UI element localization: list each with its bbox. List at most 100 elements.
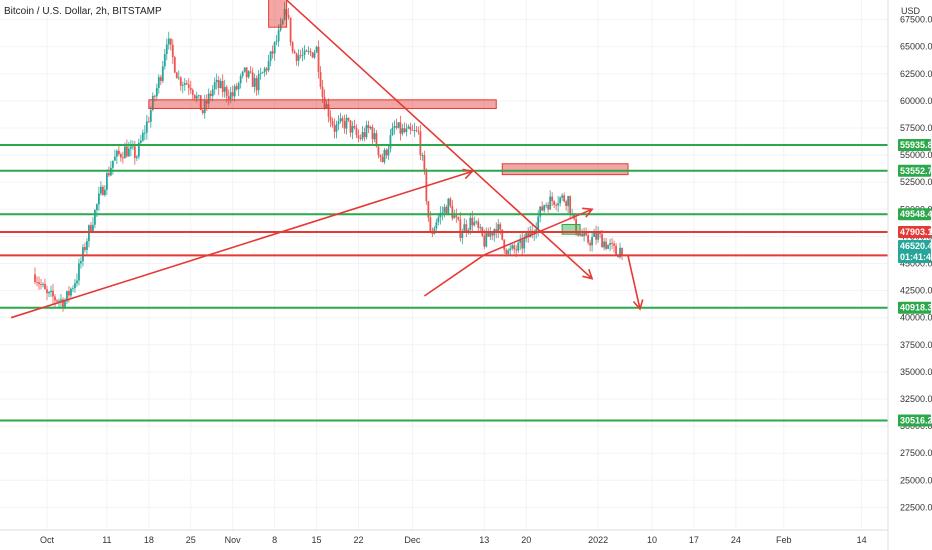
candle-body (76, 280, 78, 284)
x-tick-label: 22 (353, 535, 363, 545)
y-tick-label: 67500.00 (900, 15, 932, 25)
candle-body (603, 241, 605, 248)
candle-body (527, 233, 530, 238)
candle-body (36, 281, 38, 283)
candle-body (251, 72, 254, 87)
candle-body (565, 201, 568, 206)
candle-body (38, 282, 40, 285)
candle-body (453, 215, 456, 219)
candle-body (415, 130, 418, 132)
candle-body (193, 94, 196, 99)
x-tick-label: 17 (689, 535, 699, 545)
y-tick-label: 45000.00 (900, 259, 932, 269)
candle-body (129, 146, 132, 149)
candle-body (177, 77, 180, 79)
candle-body (233, 86, 236, 97)
candle-body (459, 219, 462, 238)
candle-body (249, 71, 252, 73)
candle-body (181, 84, 184, 86)
candle-body (261, 72, 264, 74)
candle-body (305, 50, 308, 52)
candle-body (523, 238, 526, 249)
candle-body (241, 71, 244, 77)
candle-body (165, 44, 168, 54)
candle-body (179, 77, 182, 86)
candle-body (339, 118, 342, 122)
candle-body (447, 198, 450, 214)
candle-body (297, 55, 300, 61)
time-axis[interactable]: Oct 11 18 25 Nov 8 15 22 Dec 13 20 2022 10 17 24 Feb 14 (40, 535, 867, 545)
candle-body (489, 233, 492, 237)
candle-body (225, 87, 228, 97)
candle-body (547, 204, 550, 210)
candle-body (529, 230, 532, 238)
candle-body (68, 291, 70, 296)
y-tick-label: 35000.00 (900, 367, 932, 377)
candle-body (211, 89, 214, 96)
level-price-tag-bg (898, 208, 931, 221)
candle-body (367, 124, 370, 129)
candle-body (413, 130, 416, 132)
candle-body (315, 46, 318, 53)
candle-body (86, 241, 88, 250)
candle-body (185, 83, 188, 85)
candle-body (70, 288, 72, 296)
candle-body (587, 235, 589, 243)
candle-body (66, 291, 68, 302)
candle-body (199, 95, 202, 111)
candle-body (583, 232, 586, 237)
candle-body (611, 243, 613, 244)
level-price-tag-bg (898, 301, 931, 314)
candle-body (451, 205, 454, 219)
candle-body (419, 131, 422, 156)
candle-body (60, 299, 62, 301)
y-tick-label: 40000.00 (900, 313, 932, 323)
candle-body (435, 222, 438, 229)
candle-body (303, 50, 306, 55)
candle-body (543, 205, 546, 211)
candle-body (387, 148, 390, 156)
candle-body (431, 232, 434, 234)
zone-rect (561, 223, 581, 235)
candle-body (223, 87, 226, 92)
trend-line (627, 255, 641, 310)
y-tick-label: 65000.00 (900, 42, 932, 52)
candle-body (125, 146, 128, 157)
y-tick-label: 32500.00 (900, 394, 932, 404)
candle-body (82, 247, 84, 262)
x-tick-label: Oct (40, 535, 55, 545)
candle-body (159, 77, 162, 81)
candle-body (559, 197, 562, 204)
candle-body (123, 146, 126, 159)
candle-body (113, 156, 116, 161)
candle-body (243, 67, 246, 72)
candle-body (345, 117, 348, 129)
current-price-tag: 46520.43 (900, 241, 932, 251)
candle-body (313, 52, 316, 58)
candle-body (323, 96, 326, 109)
candle-body (351, 125, 354, 133)
candle-body (155, 87, 158, 97)
candle-body (417, 130, 420, 132)
y-tick-label: 27500.00 (900, 448, 932, 458)
y-tick-label: 25000.00 (900, 475, 932, 485)
candle-body (98, 193, 100, 205)
candle-body (175, 72, 178, 79)
arrow-head (582, 268, 594, 280)
candle-body (575, 218, 578, 234)
x-tick-label: 11 (102, 535, 111, 545)
candle-body (289, 17, 292, 43)
countdown-tag-bg (898, 251, 931, 264)
candle-body (337, 121, 340, 125)
candle-body (429, 217, 432, 233)
candle-body (58, 300, 60, 302)
candle-body (291, 42, 294, 52)
candle-body (137, 142, 140, 157)
x-tick-label: 24 (731, 535, 741, 545)
candle-body (427, 201, 430, 218)
candle-body (213, 82, 216, 90)
candle-body (409, 126, 412, 130)
candle-body (265, 68, 268, 71)
candle-body (245, 67, 248, 78)
